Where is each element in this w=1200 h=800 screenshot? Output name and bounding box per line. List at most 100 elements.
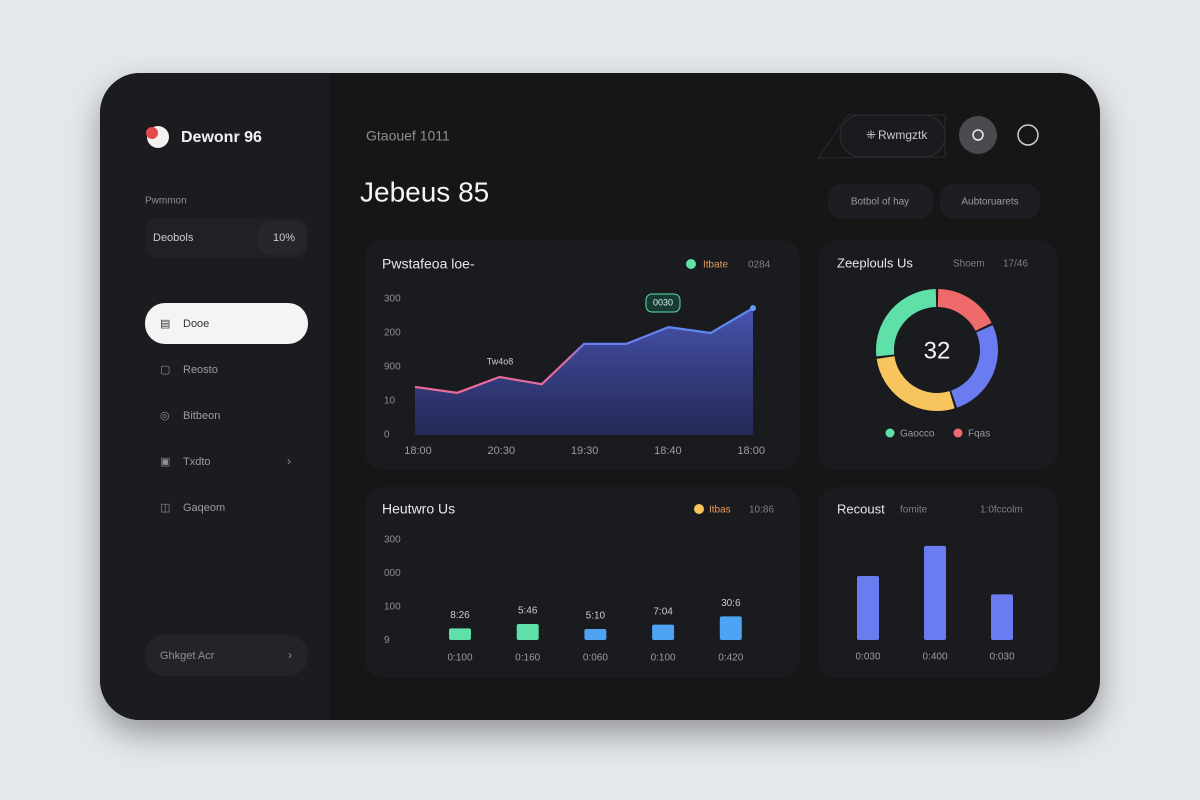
bar (652, 624, 675, 640)
x-tick-label: 20:30 (488, 445, 516, 457)
nav-item: Dooe (183, 318, 209, 330)
y-tick-label: 100 (384, 602, 401, 613)
nav-item: Txdto (183, 456, 211, 468)
donut-segment (950, 325, 998, 408)
annotation: Tw4o8 (487, 356, 514, 366)
x-tick-label: 19:30 (571, 445, 599, 457)
logo-dot (146, 127, 158, 139)
x-tick-label: 0:400 (922, 652, 947, 663)
legend-name: Itbate (703, 260, 728, 271)
y-tick-label: 300 (384, 294, 401, 305)
x-tick-label: 0:100 (447, 653, 472, 664)
sidebar (100, 73, 330, 720)
bar-annotation: 8:26 (450, 610, 470, 621)
nav-icon: ◫ (160, 502, 170, 514)
panel (818, 240, 1057, 470)
action-button[interactable] (839, 114, 946, 158)
y-tick-label: 9 (384, 635, 390, 646)
bar (584, 629, 607, 640)
area-fill (415, 308, 753, 435)
footer-button[interactable] (145, 635, 308, 676)
end-point (750, 305, 756, 312)
x-tick-label: 18:00 (737, 445, 765, 457)
filter-chip[interactable] (828, 184, 933, 219)
legend-dot (953, 428, 963, 438)
bar (516, 624, 539, 640)
legend-name: Fqas (968, 429, 990, 440)
legend-name: Gaocco (900, 429, 935, 440)
filter-label: Botbol of hay (851, 197, 909, 208)
panel-title: Zeeplouls Us (837, 255, 913, 270)
y-tick-label: 000 (384, 568, 401, 579)
area-line (414, 307, 754, 394)
legend-name: Itbas (709, 505, 731, 516)
x-tick-label: 18:00 (404, 445, 432, 457)
button-label: Rwmgztk (878, 128, 928, 142)
nav-item: Reosto (183, 364, 218, 376)
nav-item: Bitbeon (183, 410, 220, 422)
breadcrumb: Gtaouef 1011 (366, 128, 450, 144)
bar-annotation: 30:6 (721, 598, 741, 609)
x-tick-label: 18:40 (654, 445, 682, 457)
x-tick-label: 0:160 (515, 653, 540, 664)
panel-meta: Shoem (953, 259, 985, 270)
donut-segment (876, 289, 937, 357)
x-tick-label: 0:100 (651, 653, 676, 664)
panel (365, 487, 800, 678)
section-label: Pwmmon (145, 196, 187, 207)
y-tick-label: 200 (384, 328, 401, 339)
x-tick-label: 0:030 (989, 652, 1014, 663)
page-title: Jebeus 85 (360, 176, 489, 207)
panel-meta: 17/46 (1003, 259, 1028, 270)
footer-label: Ghkget Acr (160, 650, 215, 662)
x-tick-label: 0:060 (583, 653, 608, 664)
tooltip-text: 0030 (653, 297, 673, 307)
y-tick-label: 0 (384, 430, 390, 441)
icon-button[interactable] (959, 116, 997, 154)
chevron: › (287, 454, 291, 468)
panel-meta: fomite (900, 505, 928, 516)
panel-title: Recoust (837, 501, 885, 516)
bar (719, 616, 742, 640)
stat-value: 10% (273, 232, 295, 244)
icon-glyph (972, 129, 984, 141)
y-tick-label: 300 (384, 535, 401, 546)
legend-dot (694, 504, 704, 514)
filter-chip[interactable] (940, 184, 1040, 219)
legend-value: 10:86 (749, 505, 774, 516)
brand: Dewonr 96 (181, 129, 262, 146)
y-tick-label: 900 (384, 362, 401, 373)
legend-dot (686, 259, 696, 269)
panel-meta: 1:0fccolm (980, 505, 1023, 516)
button-icon: ⁜ (866, 128, 876, 142)
nav-icon: ▢ (160, 364, 170, 376)
x-tick-label: 0:030 (855, 652, 880, 663)
filter-label: Aubtoruarets (961, 197, 1018, 208)
bar (991, 594, 1013, 640)
stat-label: Deobols (153, 232, 194, 244)
bar-annotation: 7:04 (653, 606, 673, 617)
legend-value: 0284 (748, 260, 771, 271)
x-tick-label: 0:420 (718, 653, 743, 664)
donut-center: 32 (924, 337, 951, 364)
nav-icon: ▣ (160, 456, 170, 468)
tooltip (645, 293, 681, 313)
bar-annotation: 5:46 (518, 606, 538, 617)
y-tick-label: 10 (384, 396, 396, 407)
nav-active[interactable] (145, 303, 308, 344)
panel-title: Pwstafeoa loe- (382, 256, 475, 272)
legend-dot (885, 428, 895, 438)
stat-badge (258, 221, 306, 255)
nav-icon: ▤ (160, 318, 170, 330)
donut-segment (876, 355, 955, 411)
nav-item: Gaqeom (183, 502, 225, 514)
chevron: › (288, 648, 292, 662)
panel-title: Heutwro Us (382, 501, 455, 517)
bar (857, 575, 879, 640)
menu-button[interactable] (1017, 124, 1039, 146)
nav-icon: ◎ (160, 410, 170, 422)
donut-segment (937, 289, 992, 332)
bar (449, 628, 471, 640)
bar (924, 545, 946, 640)
